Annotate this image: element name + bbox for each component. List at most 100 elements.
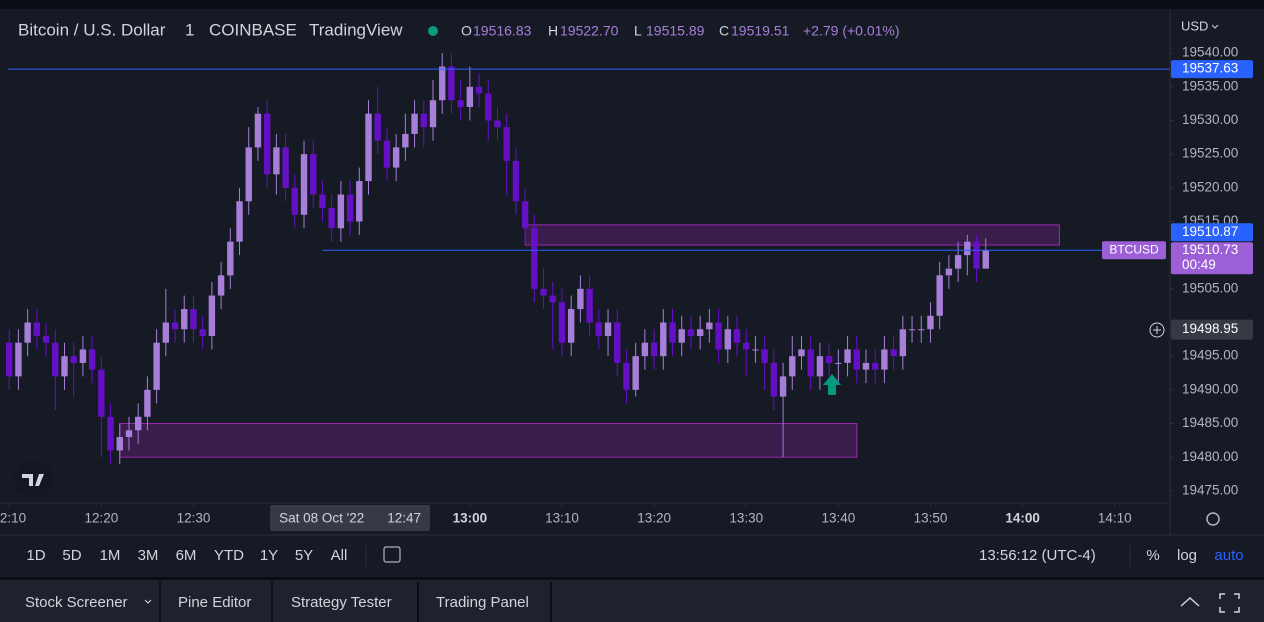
x-tick-label: 12:30 bbox=[177, 511, 211, 526]
crosshair-price-box bbox=[1171, 319, 1253, 340]
dropdown-chevron bbox=[144, 599, 152, 604]
last-price-label: 19510.73 bbox=[1182, 242, 1238, 257]
add-alert-button[interactable] bbox=[1149, 322, 1165, 338]
candle-body bbox=[743, 342, 750, 350]
crosshair-time-box bbox=[270, 505, 431, 531]
candle-body bbox=[853, 349, 860, 370]
range-button[interactable]: 6M bbox=[176, 547, 197, 564]
ohlc-value: 19522.70 bbox=[560, 23, 619, 39]
y-tick-label: 19485.00 bbox=[1182, 415, 1238, 430]
candle-body bbox=[402, 133, 409, 148]
x-tick-label: 13:50 bbox=[914, 511, 948, 526]
candle-body bbox=[660, 322, 667, 357]
date-range-button[interactable] bbox=[383, 546, 401, 563]
panel-tab[interactable]: Strategy Tester bbox=[291, 594, 392, 611]
range-button[interactable]: 3M bbox=[138, 547, 159, 564]
candle-body bbox=[577, 288, 584, 310]
candle-body bbox=[236, 201, 243, 242]
candle-body bbox=[245, 147, 252, 202]
candle-body bbox=[715, 322, 722, 350]
candle-body bbox=[365, 113, 372, 182]
candle-body bbox=[982, 250, 989, 269]
ohlc-value: 19519.51 bbox=[731, 23, 790, 39]
candle-body bbox=[724, 329, 731, 350]
settings-button[interactable] bbox=[1206, 512, 1220, 526]
candle-body bbox=[300, 154, 308, 215]
log-toggle[interactable]: log bbox=[1177, 547, 1197, 564]
candle-body bbox=[319, 194, 326, 209]
y-tick-label: 19540.00 bbox=[1182, 45, 1238, 60]
candle-body bbox=[696, 329, 704, 336]
candle-body bbox=[595, 322, 603, 336]
candle-body bbox=[328, 208, 335, 229]
crosshair-time: 12:47 bbox=[387, 511, 421, 526]
range-button[interactable]: YTD bbox=[214, 547, 244, 564]
collapse-button[interactable] bbox=[1180, 596, 1200, 607]
y-tick-label: 19530.00 bbox=[1182, 112, 1238, 127]
range-button[interactable]: 1D bbox=[26, 547, 45, 564]
candle-body bbox=[807, 349, 814, 377]
candle-body bbox=[310, 154, 317, 195]
auto-toggle[interactable]: auto bbox=[1214, 547, 1243, 564]
candle-body bbox=[475, 86, 483, 94]
market-status-dot bbox=[428, 26, 438, 36]
crosshair-price-label: 19498.95 bbox=[1182, 321, 1238, 336]
candle-body bbox=[789, 356, 796, 377]
price-line-label-box bbox=[1171, 60, 1253, 79]
candle-body bbox=[761, 349, 768, 363]
range-button[interactable]: All bbox=[331, 547, 348, 564]
range-button[interactable]: 1Y bbox=[260, 547, 278, 564]
candle-body bbox=[632, 356, 639, 390]
currency[interactable]: USD bbox=[1181, 18, 1208, 33]
candle-body bbox=[927, 315, 934, 330]
candle-body bbox=[558, 302, 566, 343]
candle-body bbox=[227, 241, 234, 276]
add-alert-icon bbox=[1153, 326, 1161, 334]
range-button[interactable]: 5Y bbox=[295, 547, 313, 564]
panel-tab[interactable]: Stock Screener bbox=[25, 594, 128, 611]
candle-body bbox=[567, 309, 575, 343]
candle-body bbox=[125, 430, 133, 437]
candle-body bbox=[954, 255, 962, 269]
candle-body bbox=[457, 100, 464, 107]
x-tick-label: 12:20 bbox=[84, 511, 118, 526]
y-tick-label: 19535.00 bbox=[1182, 78, 1238, 93]
x-tick-label: 12:10 bbox=[0, 511, 26, 526]
candle-body bbox=[171, 322, 179, 330]
symbol-name: Bitcoin / U.S. Dollar bbox=[18, 20, 166, 39]
candle-body bbox=[752, 349, 759, 351]
candle-body bbox=[890, 349, 897, 357]
candle-body bbox=[162, 322, 170, 343]
candle-body bbox=[254, 113, 262, 148]
x-tick-label: 14:00 bbox=[1005, 511, 1040, 526]
panel-tab[interactable]: Pine Editor bbox=[178, 594, 251, 611]
candle-body bbox=[337, 194, 345, 229]
x-tick-label: 13:30 bbox=[729, 511, 763, 526]
range-button[interactable]: 1M bbox=[100, 547, 121, 564]
dropdown-chevron bbox=[1211, 24, 1219, 29]
candle-body bbox=[282, 147, 289, 188]
candle-body bbox=[540, 288, 547, 296]
y-tick-label: 19525.00 bbox=[1182, 146, 1238, 161]
range-button[interactable]: 5D bbox=[62, 547, 81, 564]
percent-toggle[interactable]: % bbox=[1146, 547, 1159, 564]
candle-body bbox=[134, 416, 142, 431]
candle-body bbox=[844, 349, 851, 363]
candle-body bbox=[512, 160, 520, 202]
y-tick-label: 19475.00 bbox=[1182, 482, 1238, 497]
candle-body bbox=[448, 66, 455, 101]
plot-area: BTCUSD bbox=[6, 53, 1170, 464]
candle-body bbox=[669, 322, 676, 343]
x-tick-label: 13:10 bbox=[545, 511, 579, 526]
candle-body bbox=[521, 201, 529, 229]
panel-tab[interactable]: Trading Panel bbox=[436, 594, 529, 611]
candle-body bbox=[61, 356, 68, 377]
fullscreen-button[interactable] bbox=[1219, 593, 1240, 613]
ohlc-letter: O bbox=[461, 23, 472, 39]
candle-body bbox=[6, 342, 13, 377]
ohlc-value: 19515.89 bbox=[646, 23, 705, 39]
x-tick-label: 13:40 bbox=[821, 511, 855, 526]
candle-body bbox=[70, 356, 77, 363]
y-tick-label: 19490.00 bbox=[1182, 381, 1238, 396]
